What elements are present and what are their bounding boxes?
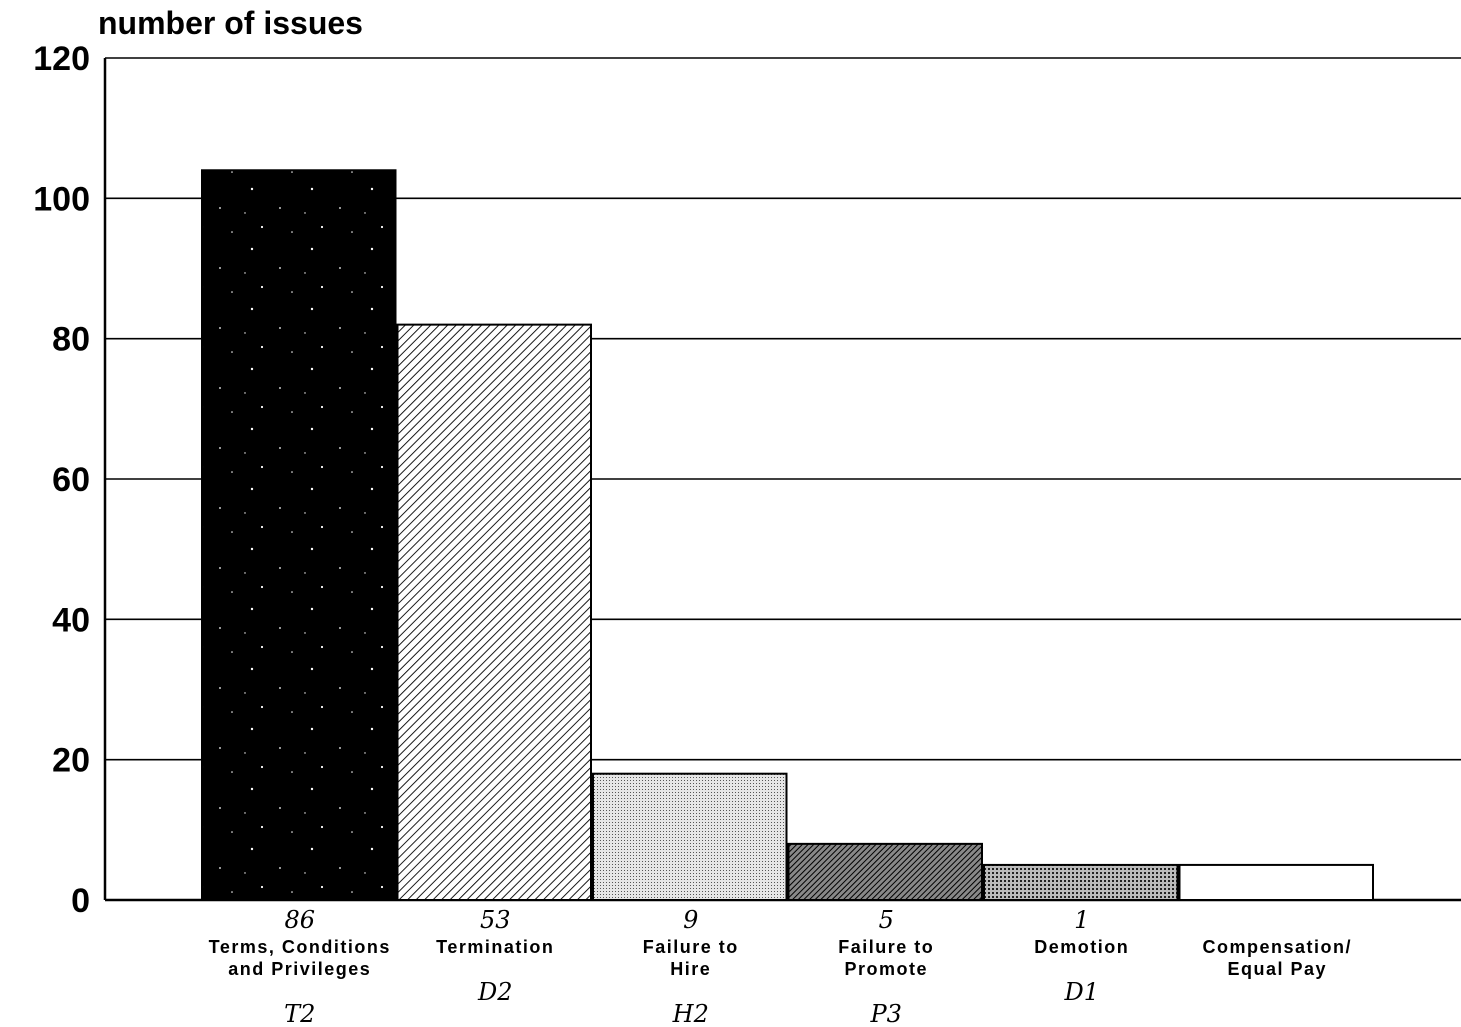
handwritten-code: D1 — [1063, 978, 1099, 1006]
y-tick-labels: 0 20 40 60 80 100 120 — [33, 40, 90, 920]
y-tick-label: 80 — [52, 321, 90, 359]
handwritten-code: T2 — [284, 1000, 315, 1027]
bar — [787, 842, 983, 901]
y-tick-label: 100 — [33, 180, 90, 218]
handwritten-code: D2 — [477, 978, 513, 1006]
category-label: Termination — [436, 937, 554, 957]
y-tick-label: 0 — [71, 882, 90, 920]
bars — [201, 169, 1374, 902]
handwritten-code: P3 — [870, 1000, 902, 1027]
handwritten-count: 5 — [879, 906, 894, 934]
category-label: Compensation/ — [1202, 937, 1352, 957]
category-label: Demotion — [1034, 937, 1129, 957]
bar — [1178, 863, 1374, 902]
category-label: Terms, Conditions — [209, 937, 391, 957]
category-label: Hire — [670, 959, 711, 979]
y-tick-label: 60 — [52, 461, 90, 499]
handwritten-count: 1 — [1074, 906, 1089, 934]
bar — [396, 323, 592, 901]
bar — [983, 863, 1179, 902]
y-tick-label: 40 — [52, 601, 90, 639]
handwritten-annotations: 86 T2 53 D2 9 H2 5 P3 1 D1 — [284, 906, 1099, 1027]
category-label: Failure to — [838, 937, 934, 957]
bar — [201, 169, 397, 901]
handwritten-count: 86 — [284, 906, 315, 934]
y-axis-title: number of issues — [98, 5, 363, 41]
y-tick-label: 20 — [52, 742, 90, 780]
handwritten-count: 9 — [683, 906, 698, 934]
category-label: Promote — [844, 959, 928, 979]
category-label: and Privileges — [228, 959, 371, 979]
handwritten-code: H2 — [672, 1000, 709, 1027]
y-tick-label: 120 — [33, 40, 90, 78]
category-label: Failure to — [643, 937, 739, 957]
category-label: Equal Pay — [1227, 959, 1327, 979]
handwritten-count: 53 — [480, 906, 511, 934]
bar — [592, 772, 788, 902]
